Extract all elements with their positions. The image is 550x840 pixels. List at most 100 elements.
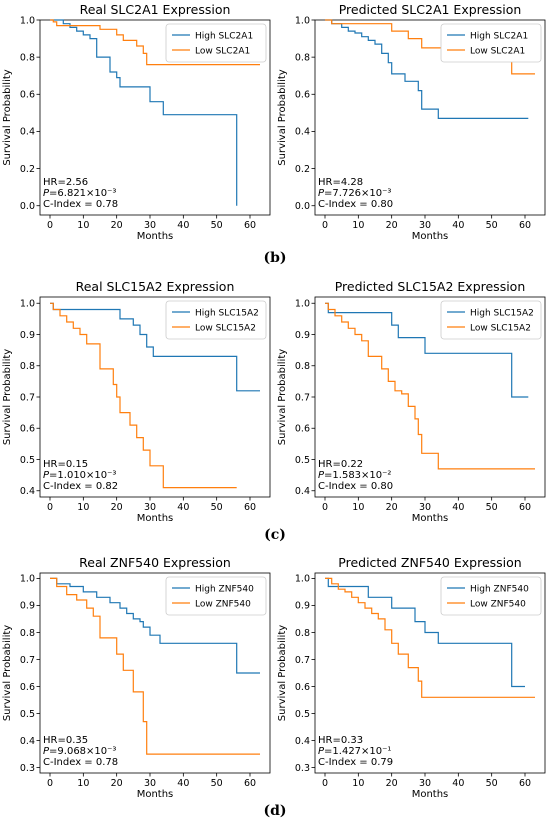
- y-tick-label: 0.8: [20, 52, 35, 63]
- y-tick-label: 0.2: [295, 164, 310, 175]
- x-tick-label: 10: [77, 220, 89, 231]
- chart-title: Real SLC15A2 Expression: [76, 279, 235, 294]
- annotation-hr: HR=4.28: [318, 177, 363, 188]
- chart-5: Real ZNF540 Expression 0 10 20 30 40 50 60 0.3 0.…: [2, 555, 271, 800]
- y-tick-label: 0.5: [295, 455, 310, 466]
- y-tick-label: 1.0: [295, 574, 310, 585]
- x-tick-label: 60: [519, 778, 531, 789]
- legend: High SLC2A1 Low SLC2A1: [165, 23, 267, 63]
- x-tick-label: 50: [211, 502, 223, 513]
- x-tick-label: 60: [244, 778, 256, 789]
- legend: High SLC2A1 Low SLC2A1: [440, 23, 542, 63]
- y-tick-label: 0.4: [295, 127, 310, 138]
- panel-label-d: (d): [263, 803, 287, 819]
- y-tick-label: 0.4: [295, 486, 310, 497]
- legend-label: High ZNF540: [195, 584, 254, 594]
- x-tick-label: 60: [244, 220, 256, 231]
- y-tick-label: 0.0: [295, 201, 310, 212]
- y-tick-label: 0.8: [295, 52, 310, 63]
- x-tick-label: 20: [386, 220, 398, 231]
- x-tick-label: 30: [144, 502, 156, 513]
- x-tick-label: 40: [177, 778, 189, 789]
- x-tick-label: 40: [452, 778, 464, 789]
- y-tick-label: 0.8: [20, 361, 35, 372]
- legend-box: [440, 300, 542, 340]
- x-tick-label: 60: [519, 220, 531, 231]
- x-tick-label: 10: [352, 778, 364, 789]
- legend-label: High SLC15A2: [195, 308, 259, 318]
- y-tick-label: 0.8: [295, 628, 310, 639]
- x-axis-label: Months: [412, 789, 449, 800]
- chart-title: Predicted SLC2A1 Expression: [339, 2, 522, 17]
- legend-label: High SLC2A1: [195, 31, 253, 41]
- legend-label: Low SLC15A2: [195, 323, 256, 333]
- y-tick-label: 0.6: [20, 90, 35, 101]
- series-line-low: [50, 19, 260, 66]
- y-tick-label: 0.9: [295, 601, 310, 612]
- panel-label-c: (c): [264, 527, 286, 543]
- y-tick-label: 1.0: [20, 574, 35, 585]
- x-axis-label: Months: [137, 231, 174, 242]
- axes-frame: [39, 572, 271, 774]
- y-tick-label: 0.8: [20, 628, 35, 639]
- legend-label: Low ZNF540: [195, 599, 251, 609]
- x-tick-label: 20: [111, 778, 123, 789]
- legend: High SLC15A2 Low SLC15A2: [440, 300, 542, 340]
- annotation-cindex: C-Index = 0.78: [43, 199, 118, 210]
- x-tick-label: 40: [452, 220, 464, 231]
- y-tick-label: 0.8: [295, 361, 310, 372]
- y-tick-label: 0.3: [20, 763, 35, 774]
- x-tick-label: 20: [386, 778, 398, 789]
- y-tick-label: 0.9: [20, 601, 35, 612]
- series-line-high: [325, 577, 525, 688]
- x-tick-label: 0: [322, 220, 328, 231]
- y-tick-label: 0.2: [20, 164, 35, 175]
- series-line-low: [50, 302, 237, 489]
- chart-3: Real SLC15A2 Expression 0 10 20 30 40 50 60 0.4 0…: [2, 279, 271, 524]
- x-tick-label: 40: [177, 502, 189, 513]
- y-tick-label: 0.5: [295, 709, 310, 720]
- chart-title: Predicted SLC15A2 Expression: [335, 279, 526, 294]
- y-tick-label: 0.7: [20, 655, 35, 666]
- x-tick-label: 0: [322, 502, 328, 513]
- axes-frame: [314, 572, 546, 774]
- x-axis-label: Months: [137, 789, 174, 800]
- axes-frame: [39, 19, 271, 216]
- legend-label: Low SLC2A1: [195, 46, 250, 56]
- legend-box: [165, 576, 267, 616]
- chart-title: Real ZNF540 Expression: [79, 555, 231, 570]
- annotation-p: P=1.010×10⁻³: [43, 470, 116, 481]
- annotation-cindex: C-Index = 0.80: [318, 481, 393, 492]
- chart-title: Predicted ZNF540 Expression: [338, 555, 521, 570]
- x-tick-label: 50: [486, 220, 498, 231]
- x-tick-label: 10: [77, 502, 89, 513]
- y-axis-label: Survival Probability: [2, 625, 13, 721]
- annotation-hr: HR=0.35: [43, 735, 88, 746]
- x-tick-label: 50: [211, 778, 223, 789]
- legend: High SLC15A2 Low SLC15A2: [165, 300, 267, 340]
- x-tick-label: 10: [77, 778, 89, 789]
- chart-title: Real SLC2A1 Expression: [80, 2, 231, 17]
- y-axis-label: Survival Probability: [2, 69, 13, 165]
- y-tick-label: 0.5: [20, 709, 35, 720]
- y-tick-label: 0.5: [20, 455, 35, 466]
- legend-box: [165, 300, 267, 340]
- y-axis-label: Survival Probability: [277, 349, 288, 445]
- y-tick-label: 0.7: [295, 392, 310, 403]
- x-axis-label: Months: [137, 513, 174, 524]
- annotation-cindex: C-Index = 0.80: [318, 199, 393, 210]
- series-line-high: [50, 302, 260, 392]
- annotation-p: P=1.427×10⁻¹: [318, 746, 391, 757]
- x-tick-label: 30: [419, 502, 431, 513]
- y-tick-label: 0.6: [295, 424, 310, 435]
- x-tick-label: 10: [352, 220, 364, 231]
- annotation-p: P=7.726×10⁻³: [318, 188, 391, 199]
- y-tick-label: 0.6: [20, 424, 35, 435]
- x-tick-label: 50: [486, 502, 498, 513]
- axes-frame: [314, 19, 546, 216]
- annotation-p: P=6.821×10⁻³: [43, 188, 116, 199]
- x-tick-label: 60: [244, 502, 256, 513]
- series-line-low: [325, 302, 535, 470]
- annotation-cindex: C-Index = 0.78: [43, 757, 118, 768]
